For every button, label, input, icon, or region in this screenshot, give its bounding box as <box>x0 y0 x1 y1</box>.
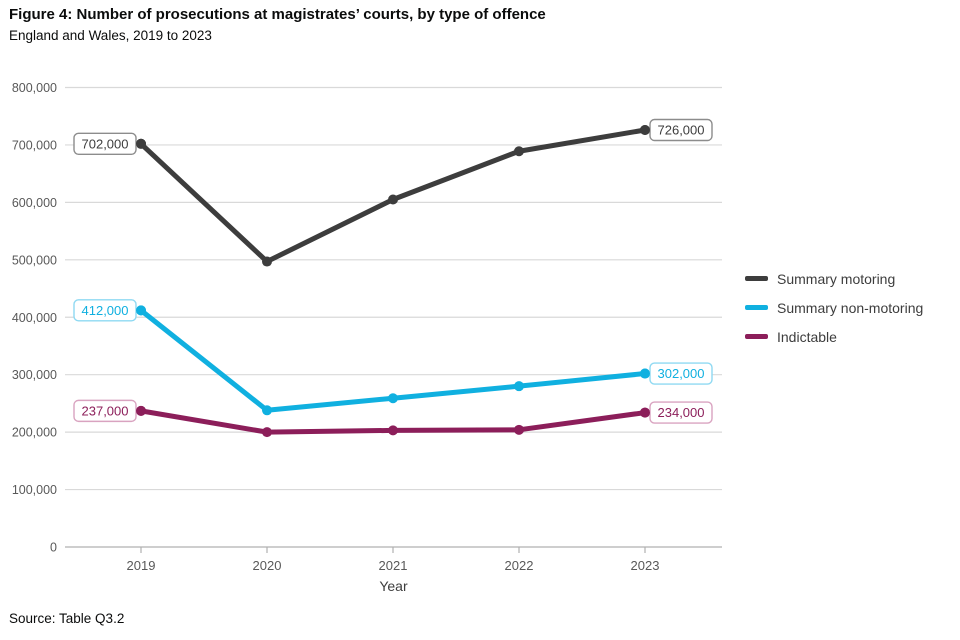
chart-legend: Summary motoring Summary non-motoring In… <box>745 264 923 351</box>
y-tick-label: 500,000 <box>12 253 57 267</box>
data-point <box>262 256 272 267</box>
data-label: 237,000 <box>82 403 129 418</box>
x-tick-label: 2020 <box>253 558 282 573</box>
data-point <box>640 407 650 418</box>
data-point <box>262 405 272 416</box>
figure-subtitle: England and Wales, 2019 to 2023 <box>9 28 212 43</box>
x-tick-label: 2022 <box>505 558 534 573</box>
data-point <box>136 138 146 149</box>
data-point <box>514 381 524 392</box>
y-tick-label: 400,000 <box>12 311 57 325</box>
data-label: 702,000 <box>82 136 129 151</box>
legend-item-summary-motoring: Summary motoring <box>745 264 923 293</box>
y-tick-label: 300,000 <box>12 368 57 382</box>
legend-swatch-icon <box>745 305 768 310</box>
legend-swatch-icon <box>745 334 768 339</box>
y-tick-label: 100,000 <box>12 483 57 497</box>
data-label: 234,000 <box>658 405 705 420</box>
data-point <box>136 305 146 316</box>
data-label: 412,000 <box>82 303 129 318</box>
x-tick-label: 2021 <box>379 558 408 573</box>
legend-label: Indictable <box>777 328 837 345</box>
y-tick-label: 600,000 <box>12 196 57 210</box>
data-point <box>388 393 398 404</box>
data-point <box>514 146 524 157</box>
data-point <box>388 425 398 436</box>
legend-label: Summary non-motoring <box>777 299 924 316</box>
data-point <box>640 125 650 136</box>
data-label: 726,000 <box>658 123 705 138</box>
legend-item-summary-non-motoring: Summary non-motoring <box>745 293 923 322</box>
data-label: 302,000 <box>658 366 705 381</box>
y-tick-label: 0 <box>50 541 57 555</box>
y-tick-label: 700,000 <box>12 138 57 152</box>
legend-item-indictable: Indictable <box>745 322 923 351</box>
x-axis-title: Year <box>379 578 408 594</box>
data-point <box>388 194 398 205</box>
source-note: Source: Table Q3.2 <box>9 611 125 626</box>
legend-label: Summary motoring <box>777 270 896 287</box>
x-tick-label: 2019 <box>127 558 156 573</box>
legend-swatch-icon <box>745 276 768 281</box>
data-point <box>136 405 146 416</box>
figure-title: Figure 4: Number of prosecutions at magi… <box>9 6 546 23</box>
y-tick-label: 800,000 <box>12 81 57 95</box>
x-tick-label: 2023 <box>631 558 660 573</box>
data-point <box>514 424 524 435</box>
data-point <box>640 368 650 379</box>
y-tick-label: 200,000 <box>12 426 57 440</box>
data-point <box>262 427 272 438</box>
